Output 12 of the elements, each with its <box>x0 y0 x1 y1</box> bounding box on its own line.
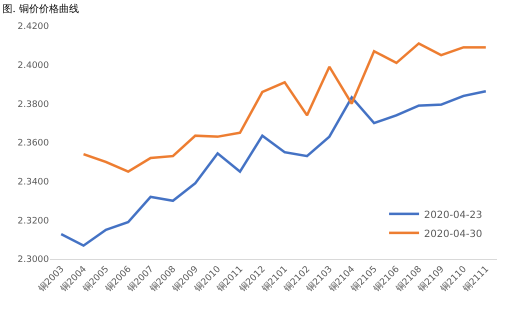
chart-title: 图. 铜价价格曲线 <box>2 3 79 16</box>
y-tick-label: 2.3800 <box>18 100 50 110</box>
legend-label: 2020-04-23 <box>424 210 482 221</box>
y-tick-label: 2.3200 <box>18 216 50 226</box>
y-tick-label: 2.4000 <box>18 60 50 71</box>
y-tick-label: 2.4200 <box>18 22 50 32</box>
line-series <box>60 90 488 247</box>
y-tick-label: 2.3600 <box>18 138 50 149</box>
y-tick-label: 2.3000 <box>18 255 50 266</box>
line-series <box>82 42 488 173</box>
y-tick-label: 2.3400 <box>18 177 50 188</box>
legend-label: 2020-04-30 <box>424 228 482 240</box>
